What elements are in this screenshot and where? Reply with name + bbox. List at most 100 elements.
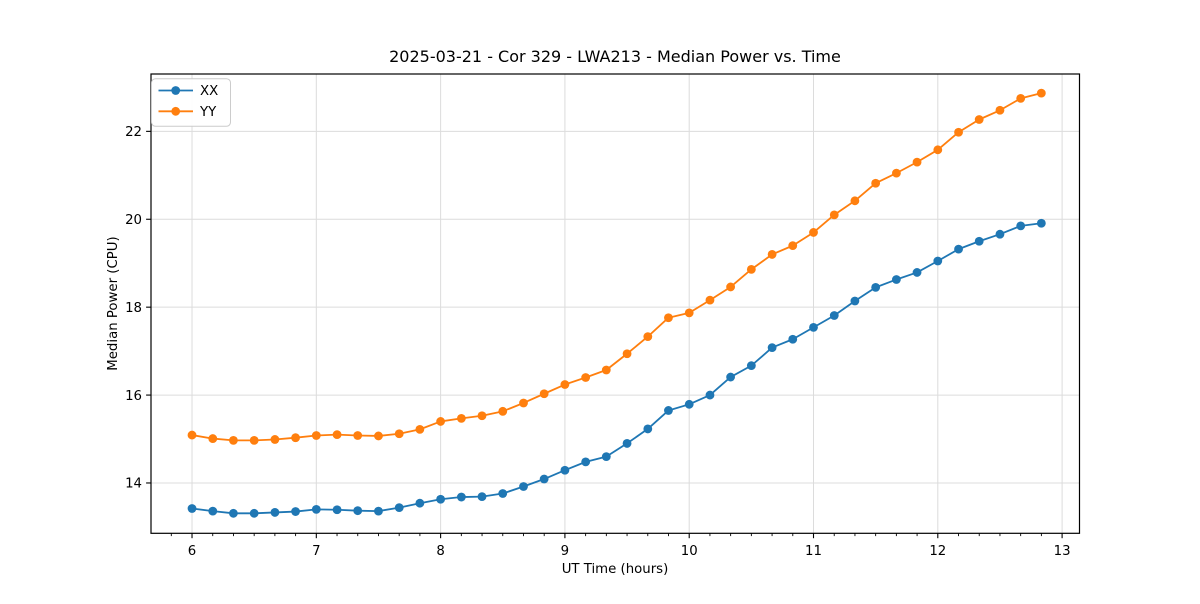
data-point-xx [208,506,218,516]
x-tick-label: 8 [436,544,444,559]
data-point-xx [1016,221,1026,231]
data-point-yy [332,430,342,440]
data-point-xx [767,343,777,353]
data-point-yy [892,168,901,178]
data-point-xx [1036,218,1046,228]
data-point-yy [954,127,963,137]
data-point-xx [974,236,984,246]
legend-label-xx: XX [200,84,218,99]
data-point-yy [498,406,508,416]
data-point-xx [788,334,798,344]
data-point-xx [560,465,570,475]
data-point-yy [353,431,363,440]
data-point-yy [539,389,549,399]
data-point-yy [622,349,632,359]
y-tick-label: 14 [125,477,142,492]
data-point-xx [415,498,425,508]
data-point-yy [1016,93,1026,103]
data-point-xx [311,504,321,514]
data-point-xx [332,505,342,515]
data-point-xx [933,256,943,266]
data-point-xx [809,322,818,332]
data-series [187,88,1046,518]
data-point-xx [850,296,860,306]
data-point-yy [684,308,694,318]
data-point-xx [643,424,653,434]
data-point-xx [705,390,715,400]
data-point-yy [208,434,218,443]
data-point-xx [601,452,611,462]
data-point-xx [726,372,735,382]
data-point-yy [829,210,839,220]
data-point-xx [746,361,756,371]
data-point-yy [788,241,798,251]
data-point-yy [705,295,715,305]
data-point-yy [746,264,756,274]
data-point-yy [394,429,404,439]
data-point-xx [249,508,259,518]
data-point-xx [394,503,404,512]
data-point-yy [311,431,321,440]
data-point-yy [519,398,528,408]
data-point-yy [229,435,238,445]
y-axis-label: Median Power (CPU) [106,236,121,370]
data-point-xx [664,406,673,415]
x-tick-label: 6 [188,544,196,559]
data-point-yy [726,282,735,292]
data-point-xx [498,489,508,498]
data-point-xx [829,311,839,320]
grid-lines [151,74,1080,534]
data-point-yy [871,178,881,188]
data-point-yy [187,430,197,440]
data-point-xx [270,508,280,517]
data-point-xx [456,492,466,502]
data-point-xx [622,439,632,448]
x-tick-label: 12 [929,544,946,559]
legend-label-yy: YY [199,105,217,120]
y-tick-label: 22 [125,125,142,140]
data-point-yy [456,413,466,423]
x-tick-label: 7 [312,544,320,559]
data-point-xx [995,229,1005,239]
data-point-yy [581,373,591,382]
series-line-xx [191,222,1042,515]
tick-labels: 6 7 8 9 10 11 12 13 14 16 18 20 22 [125,125,1070,559]
y-tick-label: 18 [125,301,142,316]
data-point-yy [415,424,425,434]
data-point-xx [374,506,383,516]
data-point-xx [581,457,591,467]
series-line-yy [191,92,1042,442]
data-point-yy [664,313,673,323]
data-point-xx [871,282,881,292]
data-point-xx [353,506,363,516]
x-tick-label: 9 [561,544,569,559]
x-tick-label: 13 [1054,544,1071,559]
data-point-xx [436,494,446,504]
data-point-yy [974,115,984,124]
data-point-yy [249,435,259,445]
data-point-xx [187,504,197,513]
data-point-yy [477,411,487,421]
data-point-yy [850,196,860,206]
data-point-yy [912,157,922,167]
axis-ticks [146,130,1063,539]
data-point-xx [477,492,487,501]
data-point-yy [374,431,383,441]
data-point-yy [291,433,300,443]
x-axis-label: UT Time (hours) [562,562,669,577]
x-tick-label: 10 [681,544,698,559]
data-point-xx [684,399,694,409]
chart-title: 2025-03-21 - Cor 329 - LWA213 - Median P… [389,47,841,66]
legend-box [151,78,231,127]
legend-marker-yy [171,106,181,116]
data-point-xx [229,508,238,518]
legend: XX YY [151,78,231,127]
data-point-xx [892,275,901,284]
data-point-yy [560,380,570,389]
data-point-xx [912,268,922,277]
data-point-xx [519,482,528,491]
data-point-yy [601,365,611,375]
legend-marker-xx [171,86,181,95]
